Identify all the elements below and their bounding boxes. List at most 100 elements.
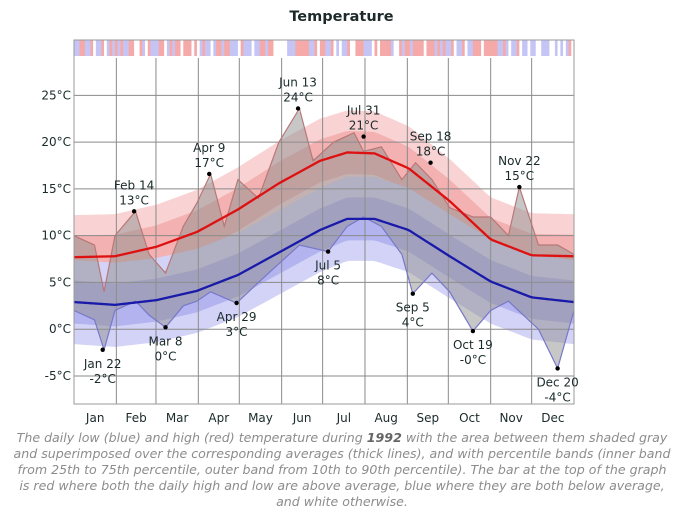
- topbar-segment: [396, 40, 400, 56]
- x-tick-label: Feb: [126, 411, 147, 425]
- x-tick-label: Jun: [292, 411, 312, 425]
- caption-year: 1992: [366, 430, 402, 445]
- topbar-segment: [188, 40, 192, 56]
- caption-text-start: The daily low (blue) and high (red) temp…: [16, 430, 367, 445]
- x-tick-label: Mar: [166, 411, 189, 425]
- topbar-segment: [347, 40, 351, 56]
- chart-caption: The daily low (blue) and high (red) temp…: [12, 430, 672, 510]
- daily-range-area: [74, 110, 574, 369]
- topbar-segment: [175, 40, 179, 56]
- topbar-segment: [289, 40, 293, 56]
- y-tick-label: 20°C: [41, 135, 71, 149]
- topbar-segment: [492, 40, 496, 56]
- low-average-line: [74, 217, 574, 307]
- topbar-segment: [349, 40, 353, 56]
- topbar-segment: [120, 40, 124, 56]
- topbar-segment: [194, 40, 198, 56]
- annotation-value: -2°C: [90, 372, 116, 386]
- topbar-segment: [554, 40, 558, 56]
- topbar-segment: [114, 40, 119, 56]
- topbar-segment: [248, 40, 252, 56]
- topbar-segment: [352, 40, 356, 56]
- topbar-segment: [311, 40, 315, 56]
- topbar-segment: [330, 40, 334, 56]
- topbar-segment: [205, 40, 209, 56]
- topbar-segment: [418, 40, 422, 56]
- annotation-date: Jun 13: [278, 75, 317, 89]
- topbar-segment: [254, 40, 258, 56]
- topbar-segment: [407, 40, 411, 56]
- topbar-segment: [322, 40, 326, 56]
- topbar-segment: [360, 40, 364, 56]
- topbar-segment: [300, 40, 304, 56]
- extreme-marker: [131, 209, 137, 214]
- topbar-segment: [505, 40, 509, 56]
- extreme-marker: [428, 160, 433, 165]
- topbar-segment: [243, 40, 247, 56]
- topbar-segment: [399, 40, 403, 56]
- y-tick-label: 5°C: [49, 275, 71, 289]
- topbar-segment: [202, 40, 206, 56]
- extreme-marker: [470, 328, 476, 334]
- topbar-segment: [84, 40, 88, 56]
- topbar-segment: [155, 40, 159, 56]
- topbar-segment: [207, 40, 211, 56]
- topbar-segment: [276, 40, 280, 56]
- topbar-segment: [284, 40, 288, 56]
- annotation-date: Jul 31: [346, 104, 381, 118]
- topbar-segment: [369, 40, 373, 56]
- extreme-marker: [517, 184, 522, 190]
- topbar-segment: [333, 40, 337, 56]
- topbar-segment: [142, 40, 146, 56]
- topbar-segment: [481, 40, 485, 56]
- topbar-segment: [183, 40, 187, 56]
- topbar-segment: [232, 40, 236, 56]
- y-tick-label: 15°C: [41, 182, 71, 196]
- topbar-segment: [358, 40, 362, 56]
- topbar-segment: [470, 40, 474, 56]
- topbar-segment: [161, 40, 165, 56]
- topbar-segment: [440, 40, 444, 56]
- topbar-segment: [224, 40, 228, 56]
- topbar-segment: [380, 40, 384, 56]
- topbar-segment: [240, 40, 244, 56]
- topbar-segment: [382, 40, 386, 56]
- annotation-date: Dec 20: [536, 375, 578, 389]
- topbar-segment: [76, 40, 80, 56]
- topbar-segment: [303, 40, 307, 56]
- topbar-segment: [445, 40, 449, 56]
- topbar-segment: [453, 40, 457, 56]
- topbar-segment: [552, 40, 556, 56]
- x-tick-label: Nov: [499, 411, 522, 425]
- topbar-segment: [483, 40, 487, 56]
- topbar-segment: [98, 40, 102, 56]
- daily-range: [74, 106, 574, 371]
- extreme-marker: [234, 300, 239, 306]
- topbar-segment: [106, 40, 110, 56]
- topbar-segment: [273, 40, 277, 56]
- extreme-marker: [410, 291, 415, 296]
- topbar-segment: [366, 40, 370, 56]
- topbar-segment: [533, 40, 537, 56]
- annotation-date: Apr 29: [217, 310, 257, 324]
- topbar-segment: [227, 40, 231, 56]
- topbar-segment: [502, 40, 506, 56]
- topbar-segment: [158, 40, 162, 56]
- topbar-segment: [472, 40, 476, 56]
- topbar-segment: [246, 40, 250, 56]
- plot-frame: [73, 39, 575, 405]
- topbar-segment: [385, 40, 389, 56]
- topbar-segment: [139, 40, 143, 56]
- topbar-segment: [259, 40, 263, 56]
- topbar-segment: [423, 40, 427, 56]
- extreme-marker: [163, 325, 168, 330]
- extreme-marker: [325, 249, 331, 254]
- annotation-date: Oct 19: [453, 338, 493, 352]
- topbar-segment: [339, 40, 343, 56]
- topbar-segment: [216, 40, 220, 56]
- topbar-segment: [426, 40, 430, 56]
- topbar-segment: [93, 40, 97, 56]
- topbar-segment: [328, 40, 332, 56]
- topbar-segment: [442, 40, 446, 56]
- topbar-segment: [461, 40, 466, 56]
